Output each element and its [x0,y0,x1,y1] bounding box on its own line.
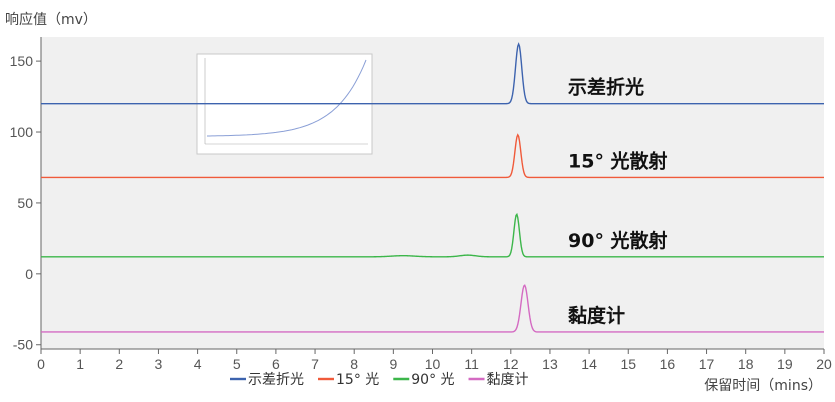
series-annotation-1: 示差折光 [568,76,644,99]
y-tick-label: 50 [17,195,33,211]
y-tick-label: 0 [25,266,33,282]
x-axis-label: 保留时间（mins） [704,378,822,394]
x-tick-label: 3 [155,356,163,372]
x-tick-label: 15 [620,356,636,372]
series-annotation-2: 15° 光散射 [568,149,668,172]
x-tick-label: 0 [37,356,45,372]
x-tick-label: 13 [542,356,558,372]
x-tick-label: 9 [389,356,397,372]
legend-label-3: 90° 光 [411,372,454,388]
x-tick-label: 11 [464,356,479,372]
series-line-1 [41,42,824,105]
x-tick-label: 8 [350,356,358,372]
x-tick-label: 7 [311,356,319,372]
y-axis-label: 响应值（mv） [5,11,97,28]
x-tick-label: 2 [115,356,123,372]
series-annotation-4: 黏度计 [568,304,625,327]
x-tick-label: 12 [503,356,519,372]
legend-label-2: 15° 光 [336,372,379,388]
series-annotation-3: 90° 光散射 [568,229,668,252]
x-tick-label: 14 [581,356,597,372]
legend-label-4: 黏度计 [487,372,529,388]
x-tick-label: 17 [699,356,715,372]
x-tick-label: 10 [425,356,441,372]
y-tick-label: 100 [10,124,34,140]
x-tick-label: 5 [233,356,241,372]
x-tick-label: 6 [272,356,280,372]
x-tick-label: 19 [777,356,793,372]
plot-background [41,37,824,349]
x-tick-label: 20 [816,356,832,372]
x-tick-label: 4 [194,356,202,372]
series-line-4 [41,284,824,333]
series-line-2 [41,133,824,179]
x-tick-label: 16 [660,356,676,372]
series-line-3 [41,212,824,258]
y-tick-label: -50 [13,337,33,353]
legend-label-1: 示差折光 [248,372,304,388]
y-tick-label: 150 [10,53,34,69]
x-tick-label: 18 [738,356,754,372]
x-tick-label: 1 [76,356,84,372]
